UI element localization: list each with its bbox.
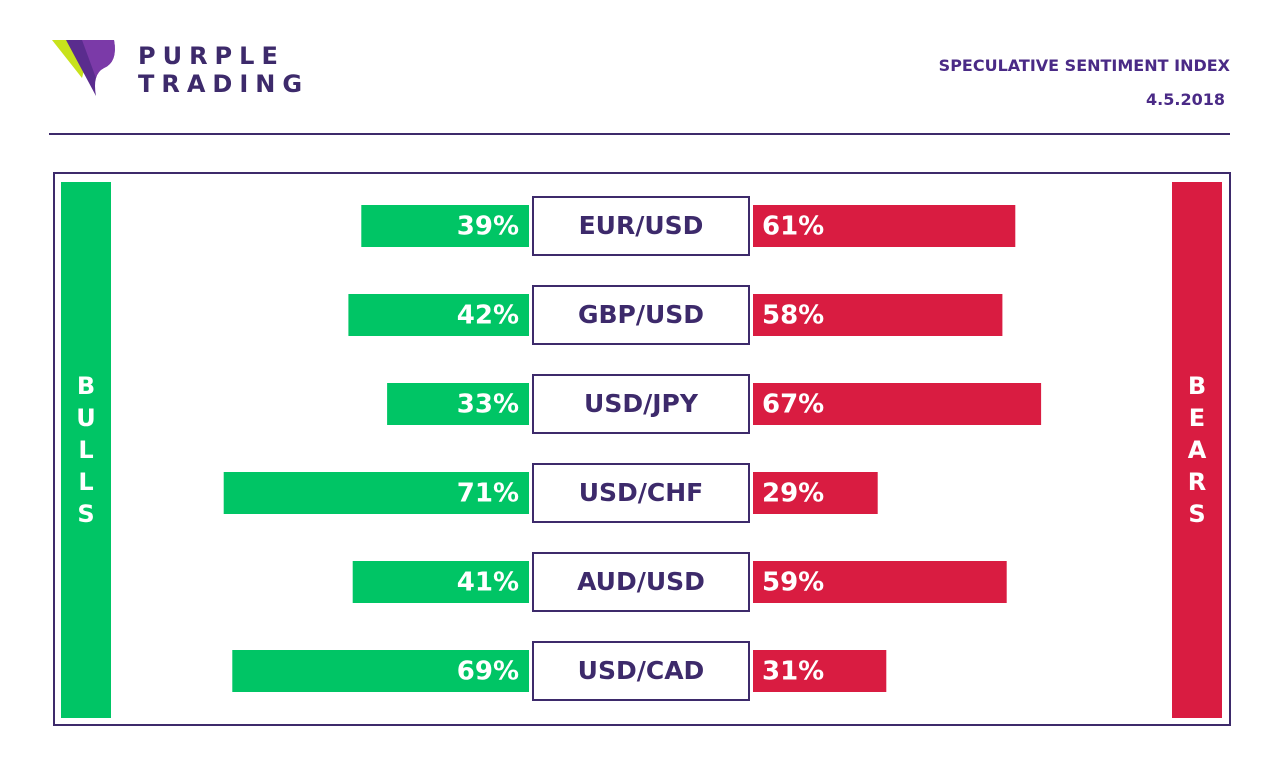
page-title: SPECULATIVE SENTIMENT INDEX — [938, 56, 1230, 75]
bulls-value-label: 39% — [457, 212, 519, 242]
bears-bar — [753, 561, 1007, 603]
bears-label-letter: R — [1187, 468, 1207, 496]
bulls-value-label: 42% — [457, 301, 519, 331]
pair-label-box — [532, 463, 750, 523]
bears-label-letter: S — [1188, 500, 1206, 528]
bulls-bar — [361, 205, 529, 247]
bulls-bar — [387, 383, 529, 425]
bulls-bar — [348, 294, 529, 336]
bears-value-label: 58% — [762, 301, 824, 331]
bears-label-letter: B — [1187, 372, 1207, 400]
bulls-label-letter: L — [78, 436, 94, 464]
pair-label-box — [532, 285, 750, 345]
bears-value-label: 61% — [762, 212, 824, 242]
bears-bar — [753, 383, 1042, 425]
bears-bar — [753, 205, 1016, 247]
bulls-bar — [232, 650, 530, 692]
bulls-bar — [223, 472, 529, 514]
bears-label-letter: A — [1187, 436, 1207, 464]
pair-label-box — [532, 196, 750, 256]
bulls-value-label: 33% — [457, 390, 519, 420]
currency-pair-label: USD/JPY — [584, 389, 699, 418]
bears-bar — [753, 472, 878, 514]
bulls-label-letter: B — [76, 372, 96, 400]
currency-pair-label: EUR/USD — [579, 211, 704, 240]
bulls-value-label: 41% — [457, 568, 519, 598]
header-divider — [49, 133, 1230, 135]
logo-line-1: PURPLE — [138, 42, 285, 70]
bears-value-label: 67% — [762, 390, 824, 420]
currency-pair-label: USD/CHF — [579, 478, 704, 507]
purple-trading-logo: PURPLE TRADING — [52, 38, 322, 100]
bulls-bar — [352, 561, 529, 603]
bears-value-label: 59% — [762, 568, 824, 598]
bears-value-label: 29% — [762, 479, 824, 509]
bulls-value-label: 69% — [457, 657, 519, 687]
logo-mark-icon — [52, 40, 115, 96]
bulls-label-letter: U — [76, 404, 96, 432]
bears-value-label: 31% — [762, 657, 824, 687]
pair-label-box — [532, 374, 750, 434]
bulls-label-letter: S — [77, 500, 95, 528]
bears-label-letter: E — [1188, 404, 1206, 432]
pair-label-box — [532, 552, 750, 612]
page-date: 4.5.2018 — [1146, 90, 1225, 109]
logo-line-2: TRADING — [138, 70, 310, 98]
currency-pair-label: GBP/USD — [578, 300, 704, 329]
currency-pair-label: USD/CAD — [578, 656, 705, 685]
bears-bar — [753, 294, 1003, 336]
bulls-value-label: 71% — [457, 479, 519, 509]
bears-bar — [753, 650, 887, 692]
logo-text: PURPLE TRADING — [138, 42, 309, 98]
bulls-label-letter: L — [78, 468, 94, 496]
pair-label-box — [532, 641, 750, 701]
currency-pair-label: AUD/USD — [577, 567, 705, 596]
